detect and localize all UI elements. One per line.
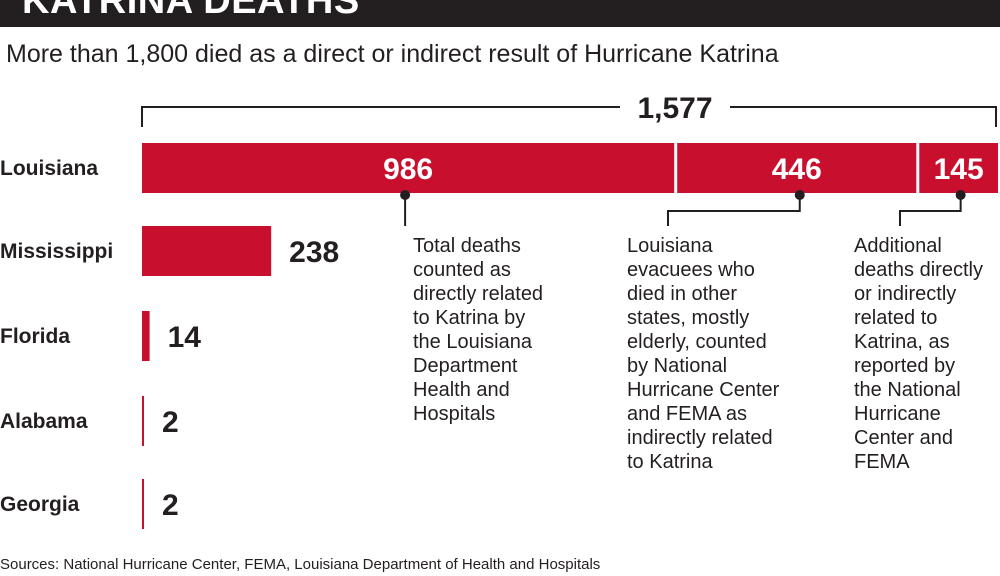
note-line: the National (854, 379, 961, 401)
note-line: reported by (854, 355, 956, 377)
note-additional-deaths: Additional deaths directly or indirectly re… (854, 234, 983, 474)
note-line: states, mostly (627, 307, 750, 329)
bar-florida (142, 311, 150, 361)
note-line: Katrina, as (854, 331, 950, 353)
value-label-florida: 14 (168, 321, 202, 354)
bar-louisiana-segment-1 (142, 143, 675, 193)
state-label-florida: Florida (0, 325, 70, 348)
note-line: Center and (854, 427, 953, 449)
note-line: Hurricane (854, 403, 941, 425)
note-line: FEMA (854, 451, 910, 473)
note-line: to Katrina by (413, 307, 526, 329)
note-evacuee-deaths: Louisiana evacuees who died in other states… (627, 234, 779, 474)
note-line: evacuees who (627, 259, 755, 281)
note-line: counted as (413, 259, 511, 281)
bar-louisiana-segment-3 (919, 143, 998, 193)
chart-subtitle: More than 1,800 died as a direct or indi… (6, 40, 779, 68)
bar-alabama (142, 396, 144, 446)
note-direct-deaths: Total deaths counted as directly related to… (413, 234, 543, 426)
chart-title: KATRINA DEATHS (22, 0, 360, 22)
note-line: indirectly related (627, 427, 773, 449)
value-label-georgia: 2 (162, 489, 179, 522)
note-line: died in other (627, 283, 738, 305)
note-line: elderly, counted (627, 331, 767, 353)
value-label-alabama: 2 (162, 406, 179, 439)
state-label-alabama: Alabama (0, 410, 88, 433)
note-line: Hurricane Center (627, 379, 780, 401)
note-line: by National (627, 355, 728, 377)
callout-leader (667, 195, 801, 226)
note-line: Hospitals (413, 403, 496, 425)
note-line: Total deaths (413, 235, 521, 257)
note-line: directly related (413, 283, 544, 305)
source-note: Sources: National Hurricane Center, FEMA… (0, 556, 601, 573)
callout-leader (899, 195, 962, 226)
value-label-mississippi: 238 (289, 236, 339, 269)
note-line: Health and (413, 379, 510, 401)
note-line: to Katrina (627, 451, 713, 473)
note-line: Additional (854, 235, 942, 257)
bar-mississippi (142, 226, 272, 276)
note-line: Department (413, 355, 518, 377)
total-bracket-right (730, 106, 997, 127)
bar-georgia (142, 479, 144, 529)
note-line: Louisiana (627, 235, 713, 257)
note-line: the Louisiana (413, 331, 532, 353)
state-label-louisiana: Louisiana (0, 157, 98, 180)
total-bracket-left (141, 106, 620, 127)
segment-value-label: 446 (772, 153, 822, 186)
segment-value-label: 986 (383, 153, 433, 186)
note-line: deaths directly (854, 259, 983, 281)
state-label-georgia: Georgia (0, 493, 80, 516)
note-line: related to (854, 307, 938, 329)
title-bar: KATRINA DEATHS (0, 0, 1000, 27)
note-line: or indirectly (854, 283, 957, 305)
bar-louisiana-segment-2 (677, 143, 917, 193)
segment-value-label: 145 (934, 153, 984, 186)
louisiana-total-label: 1,577 (637, 92, 712, 125)
note-line: and FEMA as (627, 403, 748, 425)
state-label-mississippi: Mississippi (0, 240, 113, 263)
